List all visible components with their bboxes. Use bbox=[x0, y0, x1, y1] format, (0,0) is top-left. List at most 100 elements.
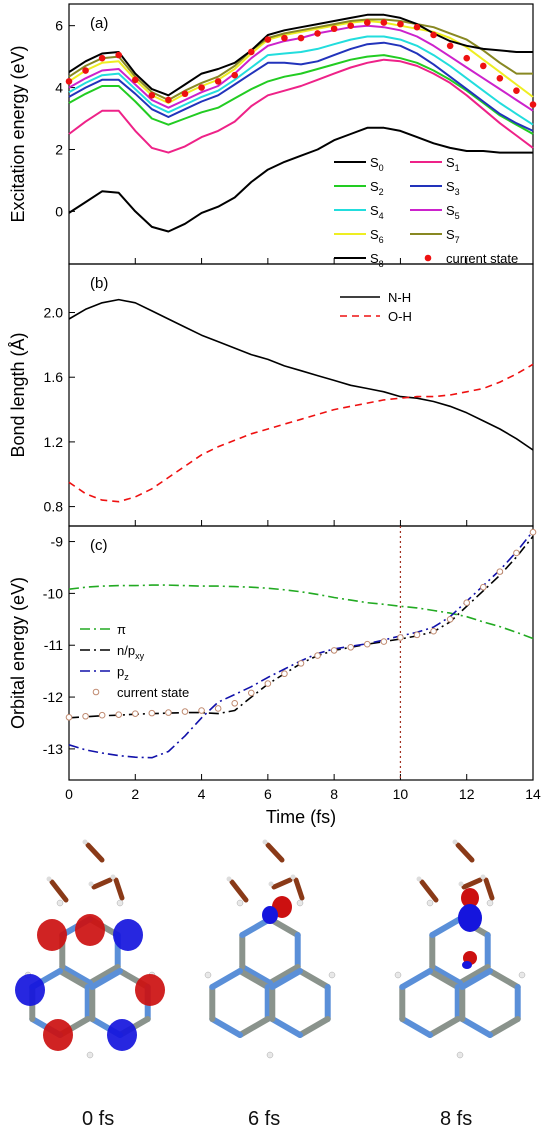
hydrogen-atom bbox=[328, 971, 336, 979]
current-state-point bbox=[380, 19, 388, 26]
series-line-o-h bbox=[68, 363, 534, 503]
current-state-point bbox=[181, 708, 189, 715]
current-state-point bbox=[380, 638, 388, 645]
current-state-point bbox=[165, 96, 172, 104]
current-state-point bbox=[397, 634, 404, 641]
current-state-point bbox=[529, 101, 537, 108]
current-state-point bbox=[430, 31, 437, 39]
current-state-point bbox=[430, 627, 437, 635]
current-state-point bbox=[231, 699, 239, 707]
current-state-point bbox=[413, 23, 421, 31]
hydrogen-atom bbox=[86, 1051, 94, 1059]
current-state-point bbox=[446, 616, 454, 623]
y-tick-label: 0.8 bbox=[44, 499, 64, 515]
snapshot-2 bbox=[394, 839, 526, 1059]
legend-label: S1 bbox=[446, 155, 460, 173]
current-state-point bbox=[198, 84, 205, 91]
current-state-point bbox=[264, 36, 272, 43]
legend-subscript: 1 bbox=[455, 163, 460, 173]
x-tick-label: 0 bbox=[65, 786, 73, 802]
current-state-point bbox=[98, 54, 106, 62]
hydrogen-atom bbox=[226, 876, 232, 882]
series-line-s3-3 bbox=[68, 41, 534, 132]
current-state-point bbox=[513, 549, 520, 557]
current-state-point bbox=[297, 660, 305, 667]
bond bbox=[87, 964, 121, 986]
orbital-lobe bbox=[37, 919, 67, 951]
series-line-s4-4 bbox=[68, 35, 534, 126]
y-tick-label: 1.6 bbox=[44, 369, 64, 385]
snapshot-label-8fs: 8 fs bbox=[440, 1108, 473, 1130]
panel-frame bbox=[68, 525, 534, 781]
bond bbox=[399, 968, 433, 990]
legend-subscript: 3 bbox=[455, 187, 460, 197]
hydrogen-atom bbox=[268, 881, 274, 887]
series-line-s6-6 bbox=[68, 20, 534, 104]
orbital-lobe bbox=[107, 1019, 137, 1051]
bond bbox=[89, 968, 123, 990]
y-tick-label: -11 bbox=[44, 637, 63, 653]
current-state-point bbox=[82, 67, 89, 74]
legend-subscript: z bbox=[124, 672, 129, 682]
legend-label: S7 bbox=[446, 227, 460, 245]
snapshot-0 bbox=[15, 839, 165, 1059]
hydrogen-atom bbox=[204, 971, 212, 979]
bond bbox=[455, 842, 475, 863]
bond bbox=[297, 1016, 331, 1038]
current-state-point bbox=[314, 652, 321, 659]
hydrogen-atom bbox=[56, 899, 64, 907]
current-state-point bbox=[264, 680, 272, 687]
current-state-point bbox=[347, 643, 355, 651]
current-state-point bbox=[446, 42, 454, 50]
x-tick-label: 12 bbox=[459, 786, 475, 802]
current-state-point bbox=[165, 709, 172, 716]
hydrogen-atom bbox=[296, 899, 304, 907]
x-tick-label: 4 bbox=[198, 786, 206, 802]
bond bbox=[91, 877, 113, 890]
y-tick-label: 0 bbox=[55, 203, 63, 219]
bond bbox=[271, 877, 293, 890]
orbital-lobe bbox=[15, 974, 45, 1006]
current-state-point bbox=[115, 51, 123, 59]
y-axis-label: Orbital energy (eV) bbox=[8, 577, 28, 729]
series-line-s0-0 bbox=[68, 126, 533, 233]
bond bbox=[457, 964, 491, 986]
current-state-point bbox=[148, 92, 156, 99]
orbital-lobe bbox=[262, 906, 278, 924]
current-state-point bbox=[247, 48, 255, 56]
legend-label: n/pxy bbox=[117, 643, 145, 661]
current-state-point bbox=[198, 707, 205, 714]
bond bbox=[399, 1016, 433, 1038]
series-line-s1-1 bbox=[68, 58, 534, 154]
legend-label: O-H bbox=[388, 309, 412, 324]
current-state-point bbox=[297, 34, 305, 42]
x-tick-label: 10 bbox=[393, 786, 409, 802]
current-state-point bbox=[281, 670, 288, 678]
y-tick-label: -9 bbox=[51, 534, 64, 550]
legend-subscript: 4 bbox=[379, 211, 384, 221]
legend-label: current state bbox=[117, 685, 189, 700]
current-state-point bbox=[463, 599, 471, 607]
current-state-point bbox=[231, 71, 239, 79]
current-state-point bbox=[330, 647, 338, 654]
bond bbox=[293, 877, 305, 901]
hydrogen-atom bbox=[452, 839, 458, 845]
legend-label: S8 bbox=[370, 251, 384, 269]
bond bbox=[229, 879, 249, 903]
orbital-lobe bbox=[458, 904, 482, 932]
x-tick-label: 2 bbox=[131, 786, 139, 802]
current-state-point bbox=[513, 87, 520, 94]
legend-label: S0 bbox=[370, 155, 384, 173]
hydrogen-atom bbox=[518, 971, 526, 979]
bond bbox=[209, 968, 243, 990]
legend-subscript: 5 bbox=[455, 211, 460, 221]
bond bbox=[427, 1016, 461, 1038]
bond bbox=[237, 1016, 271, 1038]
legend-label: S6 bbox=[370, 227, 384, 245]
current-state-point bbox=[148, 709, 156, 717]
current-state-point bbox=[529, 528, 537, 536]
y-tick-label: 4 bbox=[55, 80, 63, 96]
legend-label: current state bbox=[446, 251, 518, 266]
current-state-point bbox=[479, 62, 487, 70]
